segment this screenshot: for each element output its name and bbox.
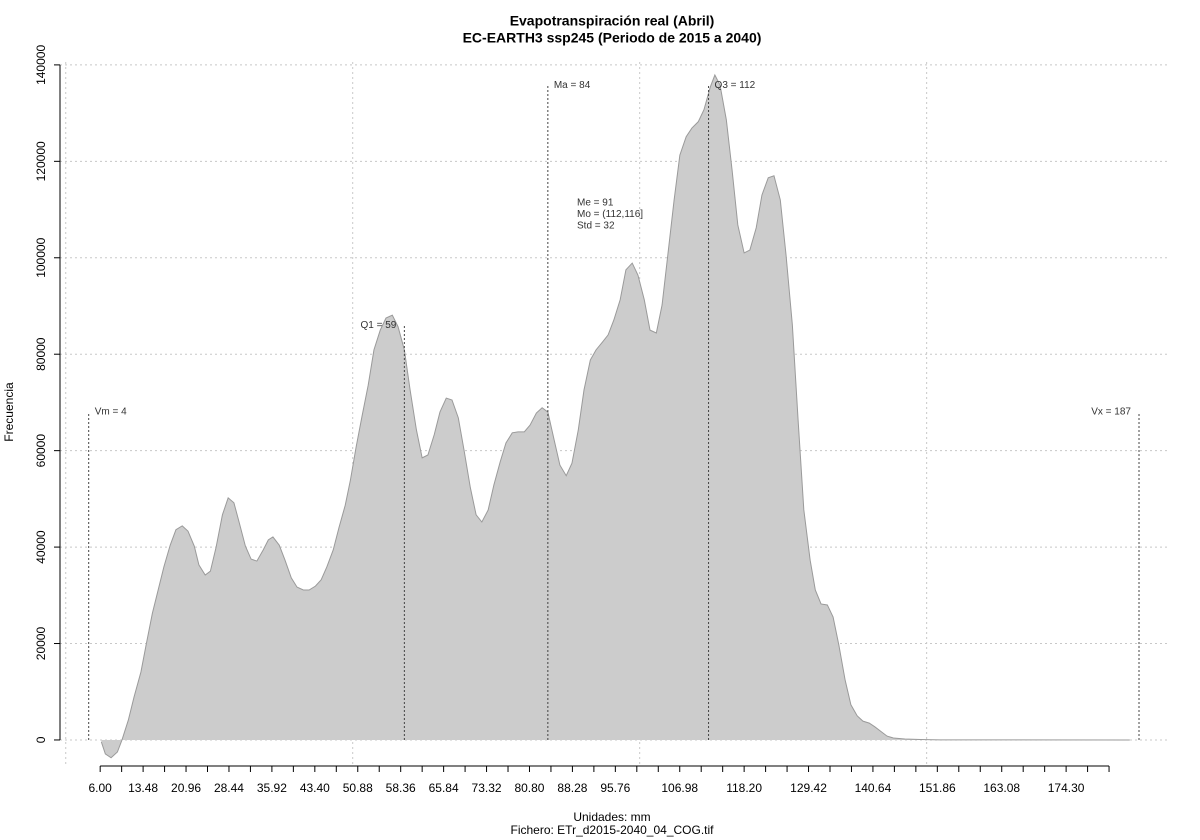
y-tick-label: 120000	[34, 141, 48, 181]
chart-title: Evapotranspiración real (Abril)	[510, 13, 715, 29]
annotation-label: Ma = 84	[554, 80, 591, 91]
stats-label: Me = 91	[577, 198, 614, 209]
y-tick-label: 20000	[34, 627, 48, 661]
y-tick-label: 80000	[34, 337, 48, 371]
caption: Fichero: ETr_d2015-2040_04_COG.tif	[511, 823, 715, 837]
y-tick-label: 60000	[34, 434, 48, 468]
density-line	[100, 73, 1130, 759]
x-tick-label: 73.32	[472, 781, 502, 795]
x-tick-label: 50.88	[343, 781, 373, 795]
y-axis-label: Frecuencia	[2, 382, 16, 442]
x-tick-label: 28.44	[214, 781, 244, 795]
x-tick-label: 80.80	[514, 781, 544, 795]
x-tick-label: 20.96	[171, 781, 201, 795]
x-tick-label: 129.42	[790, 781, 827, 795]
x-tick-label: 106.98	[661, 781, 698, 795]
x-tick-label: 35.92	[257, 781, 287, 795]
annotation-label: Q1 = 59	[361, 320, 397, 331]
x-tick-label: 174.30	[1048, 781, 1085, 795]
x-tick-label: 6.00	[88, 781, 112, 795]
annotation-label: Q3 = 112	[715, 80, 756, 91]
x-tick-label: 88.28	[557, 781, 587, 795]
x-axis-label: Unidades: mm	[573, 810, 650, 824]
x-tick-label: 58.36	[386, 781, 416, 795]
x-tick-label: 95.76	[600, 781, 630, 795]
stats-label: Std = 32	[577, 221, 615, 232]
annotation-label: Vx = 187	[1091, 407, 1131, 418]
density-area	[101, 75, 1130, 758]
x-tick-label: 118.20	[726, 781, 762, 795]
x-tick-label: 163.08	[983, 781, 1020, 795]
chart-subtitle: EC-EARTH3 ssp245 (Periodo de 2015 a 2040…	[463, 30, 762, 46]
x-tick-label: 13.48	[128, 781, 158, 795]
y-tick-label: 0	[34, 736, 48, 743]
y-tick-label: 100000	[34, 237, 48, 277]
x-tick-label: 140.64	[855, 781, 892, 795]
x-tick-label: 151.86	[919, 781, 956, 795]
y-tick-label: 40000	[34, 530, 48, 564]
x-tick-label: 65.84	[429, 781, 459, 795]
stats-label: Mo = (112,116]	[577, 209, 643, 220]
y-tick-label: 140000	[34, 45, 48, 85]
x-tick-label: 43.40	[300, 781, 330, 795]
annotation-label: Vm = 4	[95, 407, 127, 418]
